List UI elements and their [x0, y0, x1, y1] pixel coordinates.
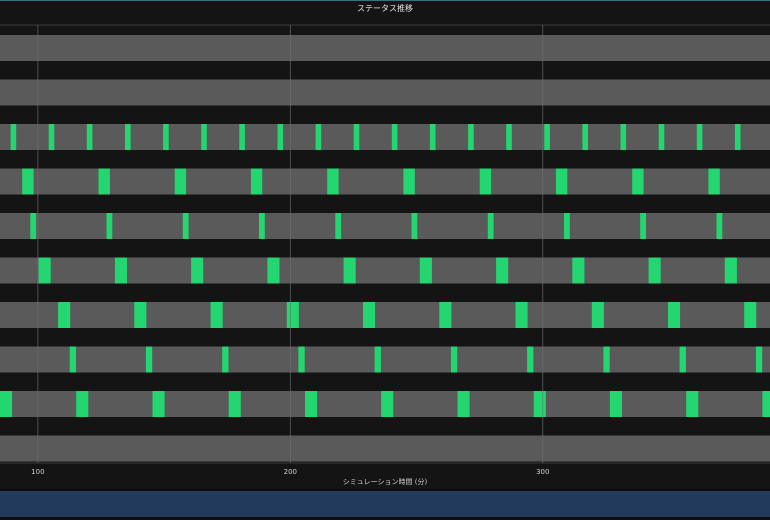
track-9-event [305, 391, 318, 417]
track-9-event [228, 391, 241, 417]
track-6-event [343, 257, 356, 284]
track-5-event [564, 213, 570, 239]
track-4-event [708, 168, 720, 195]
track-4-event [174, 168, 187, 195]
x-tick-label-200: 200 [284, 468, 297, 476]
x-axis-label: シミュレーション時間 (分) [342, 478, 428, 486]
track-6 [0, 257, 770, 284]
track-5-event [411, 213, 418, 239]
track-3-event [277, 124, 284, 150]
track-5-event [182, 213, 189, 239]
track-8-event [679, 346, 686, 373]
track-5-event [487, 213, 494, 239]
top-accent-line [0, 0, 770, 1]
track-5-event [30, 213, 37, 239]
track-3-event [163, 124, 169, 150]
track-5 [0, 213, 770, 239]
track-5-event [716, 213, 723, 239]
track-7-event [439, 302, 452, 328]
chart-title: ステータス推移 [357, 4, 413, 13]
x-tick-label-300: 300 [536, 468, 549, 476]
track-3-event [734, 124, 741, 150]
track-3-event [125, 124, 131, 150]
track-3-event [391, 124, 398, 150]
track-4-event [327, 168, 339, 195]
track-3 [0, 124, 770, 150]
track-5-event [335, 213, 342, 239]
track-3-event [10, 124, 17, 150]
track-4-event [555, 168, 568, 195]
track-7 [0, 302, 770, 328]
track-6-event [419, 257, 432, 284]
track-3-event [506, 124, 512, 150]
track-3-event [353, 124, 360, 150]
track-8-event [145, 346, 153, 373]
track-4 [0, 168, 770, 195]
time-range-scrollbar[interactable] [0, 491, 770, 517]
track-3-event [544, 124, 550, 150]
track-3-event [696, 124, 703, 150]
track-7-event [591, 302, 604, 328]
track-9-event [762, 391, 770, 417]
track-6-event [724, 257, 737, 284]
track-1 [0, 35, 770, 61]
track-6-event [38, 257, 51, 284]
track-8-event [450, 346, 458, 373]
track-7-event [515, 302, 528, 328]
track-6-event [191, 257, 204, 284]
track-5-event [106, 213, 113, 239]
track-7-event [668, 302, 681, 328]
track-7-event [134, 302, 147, 328]
track-4-event [250, 168, 263, 195]
track-7-event [744, 302, 757, 328]
track-4-event [632, 168, 644, 195]
track-2 [0, 79, 770, 106]
track-8-event [603, 346, 610, 373]
track-3-event [86, 124, 93, 150]
track-6-event [572, 257, 585, 284]
track-9-event [533, 391, 546, 417]
track-5-event [640, 213, 646, 239]
track-3-event [620, 124, 627, 150]
track-7-event [286, 302, 299, 328]
track-6-event [648, 257, 661, 284]
track-6-event [267, 257, 280, 284]
track-8-event [69, 346, 76, 373]
track-5-event [259, 213, 265, 239]
track-3-event [201, 124, 207, 150]
track-7-event [210, 302, 223, 328]
track-9-event [76, 391, 89, 417]
track-8-event [374, 346, 381, 373]
track-3-event [582, 124, 588, 150]
track-3-event [48, 124, 55, 150]
track-4-event [22, 168, 34, 195]
track-7-event [363, 302, 376, 328]
track-9-event [686, 391, 699, 417]
track-3-event [658, 124, 665, 150]
track-4-event [479, 168, 492, 195]
track-10 [0, 435, 770, 462]
track-6-event [114, 257, 127, 284]
track-6-event [496, 257, 509, 284]
track-8-event [527, 346, 534, 373]
track-9-event [152, 391, 165, 417]
track-9-event [381, 391, 394, 417]
track-3-event [429, 124, 436, 150]
track-4-event [98, 168, 110, 195]
track-9-event [0, 391, 13, 417]
timeline-chart: 100 200 300 [0, 24, 770, 476]
track-8-event [298, 346, 305, 373]
track-3-event [315, 124, 322, 150]
track-8-event [755, 346, 763, 373]
track-8-event [222, 346, 229, 373]
track-7-event [58, 302, 71, 328]
track-3-event [239, 124, 245, 150]
track-8 [0, 346, 770, 373]
x-tick-label-100: 100 [31, 468, 44, 476]
track-9-event [609, 391, 622, 417]
track-4-event [403, 168, 415, 195]
track-9-event [457, 391, 470, 417]
track-3-event [468, 124, 474, 150]
